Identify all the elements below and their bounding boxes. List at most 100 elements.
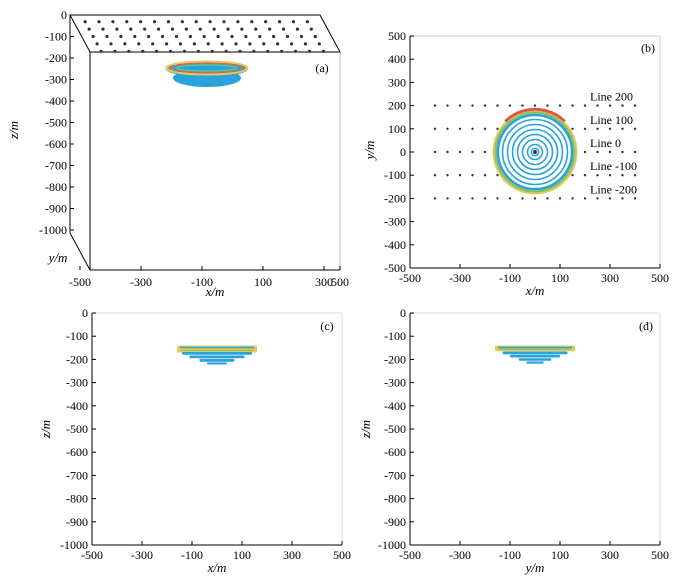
- y-tick-label: -600: [384, 445, 406, 459]
- station-point: [155, 49, 159, 53]
- station-point: [608, 150, 612, 154]
- y-tick-label: 500: [388, 29, 406, 43]
- y-tick-label: -800: [66, 492, 88, 506]
- station-point: [101, 27, 105, 31]
- x-tick-label: -100: [499, 271, 521, 285]
- y-tick-label: -400: [384, 238, 406, 252]
- body-layer: [526, 361, 544, 364]
- x-tick-label: -500: [399, 271, 421, 285]
- station-point: [133, 34, 137, 39]
- station-point: [571, 127, 574, 130]
- station-point: [160, 34, 165, 39]
- z-tick-label: -700: [45, 159, 67, 173]
- body-contour: [501, 118, 569, 186]
- station-point: [533, 104, 537, 107]
- x-tick-label: -300: [131, 548, 153, 562]
- x-tick-label: 500: [651, 271, 669, 285]
- station-point: [546, 197, 549, 200]
- body-yellow-ring: [165, 60, 249, 76]
- body-contour: [496, 113, 574, 191]
- station-point: [596, 150, 599, 154]
- y-tick-label: -200: [384, 191, 406, 205]
- x-axis-label: x/m: [207, 560, 227, 575]
- y-axis-label: z/m: [38, 420, 53, 439]
- body-layer: [495, 345, 575, 352]
- station-point: [109, 42, 113, 46]
- station-point: [244, 34, 248, 39]
- y-tick-label: -1000: [60, 538, 88, 552]
- station-point: [571, 197, 574, 200]
- station-point: [596, 127, 599, 130]
- z-tick-label: -200: [45, 51, 67, 65]
- station-point: [254, 27, 258, 31]
- body-layer: [177, 345, 257, 353]
- station-point: [633, 104, 637, 107]
- z-tick-label: -900: [45, 202, 67, 216]
- x-tick-label: 500: [331, 275, 349, 289]
- station-point: [483, 197, 487, 200]
- station-point: [277, 20, 282, 24]
- station-point: [168, 49, 173, 53]
- station-point: [621, 197, 624, 200]
- station-point: [558, 104, 562, 107]
- station-point: [291, 20, 296, 24]
- station-point: [123, 42, 127, 46]
- y-tick-label: -900: [384, 515, 406, 529]
- body-contour: [530, 147, 540, 157]
- station-point: [583, 104, 587, 107]
- station-point: [633, 174, 637, 177]
- station-point: [608, 197, 612, 200]
- panel-d: 0 -100 -200 -300 -400 -500 -600 -700 -800 -900 -10…: [358, 306, 669, 575]
- station-point: [83, 20, 87, 24]
- station-point: [583, 197, 587, 200]
- y-tick-label: 200: [388, 99, 406, 113]
- station-point: [293, 49, 298, 53]
- station-point: [178, 42, 183, 46]
- station-point: [608, 127, 612, 130]
- y-tick-label: -300: [384, 376, 406, 390]
- z-tick-label: -500: [45, 116, 67, 130]
- station-point: [483, 174, 487, 177]
- station-point: [303, 42, 308, 46]
- station-point: [458, 127, 462, 130]
- station-point: [508, 104, 512, 107]
- station-point: [496, 127, 499, 130]
- station-point: [151, 42, 155, 46]
- y-tick-label: -200: [66, 352, 88, 366]
- box-top-face: [69, 14, 341, 53]
- y-tick-label: -200: [384, 352, 406, 366]
- station-point: [238, 49, 242, 53]
- station-point: [621, 104, 624, 107]
- body-green-ring: [176, 64, 238, 72]
- station-point: [206, 42, 210, 46]
- station-point: [268, 27, 272, 31]
- station-point: [446, 104, 449, 107]
- station-point: [583, 127, 587, 130]
- body-green-ring: [494, 111, 576, 193]
- station-point: [446, 197, 449, 200]
- station-point: [105, 34, 109, 39]
- station-point: [317, 42, 321, 46]
- station-point: [97, 20, 101, 24]
- x-tick-label: 300: [601, 271, 619, 285]
- y-axis-label: y/m: [362, 141, 377, 162]
- station-point: [119, 34, 123, 39]
- station-point: [633, 127, 637, 130]
- station-point: [164, 42, 169, 46]
- station-point: [471, 174, 474, 177]
- body-layer: [510, 354, 560, 358]
- station-point: [558, 197, 562, 200]
- station-point: [608, 104, 612, 107]
- line-label: Line 200: [590, 90, 633, 104]
- station-point: [433, 197, 437, 200]
- station-point: [321, 49, 325, 53]
- station-point: [184, 27, 188, 31]
- y-tick-label: -400: [384, 399, 406, 413]
- x-tick-label: -500: [399, 548, 421, 562]
- y-tick-label: -700: [66, 468, 88, 482]
- station-point: [446, 150, 449, 154]
- station-point: [152, 20, 157, 24]
- y-tick-label: -400: [66, 399, 88, 413]
- y-tick-label: -900: [66, 515, 88, 529]
